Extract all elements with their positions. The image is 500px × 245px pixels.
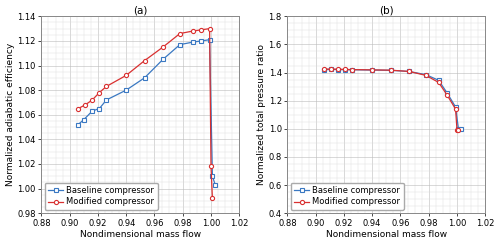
Baseline compressor	[350, 68, 356, 71]
Baseline compressor	[206, 38, 212, 41]
Modified compressor	[350, 68, 356, 71]
Baseline compressor	[104, 98, 110, 101]
Modified compressor	[210, 197, 216, 200]
Baseline compressor	[160, 58, 166, 61]
Modified compressor	[190, 30, 196, 33]
Baseline compressor	[369, 69, 375, 72]
Legend: Baseline compressor, Modified compressor: Baseline compressor, Modified compressor	[44, 183, 158, 210]
Baseline compressor	[81, 118, 87, 121]
Baseline compressor	[328, 68, 334, 71]
Modified compressor	[96, 91, 102, 94]
Line: Modified compressor: Modified compressor	[322, 67, 460, 132]
Modified compressor	[328, 68, 334, 71]
Modified compressor	[142, 59, 148, 62]
Baseline compressor	[190, 41, 196, 44]
Baseline compressor	[336, 68, 342, 71]
Modified compressor	[160, 46, 166, 49]
Modified compressor	[388, 69, 394, 72]
Baseline compressor	[142, 76, 148, 79]
Modified compressor	[208, 165, 214, 168]
Baseline compressor	[90, 110, 96, 112]
Baseline compressor	[177, 43, 183, 46]
Baseline compressor	[75, 123, 81, 126]
Modified compressor	[456, 128, 462, 131]
Baseline compressor	[123, 89, 129, 92]
Title: (b): (b)	[379, 6, 394, 15]
Baseline compressor	[210, 175, 216, 178]
Y-axis label: Normalized total pressure ratio: Normalized total pressure ratio	[257, 44, 266, 185]
Modified compressor	[177, 32, 183, 35]
Line: Modified compressor: Modified compressor	[76, 26, 214, 200]
Baseline compressor	[342, 68, 348, 71]
Baseline compressor	[406, 70, 412, 73]
Line: Baseline compressor: Baseline compressor	[322, 67, 464, 131]
Modified compressor	[75, 107, 81, 110]
Title: (a): (a)	[133, 6, 148, 15]
X-axis label: Nondimensional mass flow: Nondimensional mass flow	[80, 231, 201, 239]
Modified compressor	[444, 94, 450, 97]
Modified compressor	[206, 27, 212, 30]
Baseline compressor	[436, 79, 442, 82]
Baseline compressor	[96, 107, 102, 110]
Baseline compressor	[456, 127, 462, 130]
Legend: Baseline compressor, Modified compressor: Baseline compressor, Modified compressor	[290, 183, 404, 210]
Modified compressor	[336, 68, 342, 71]
Modified compressor	[90, 98, 96, 101]
Baseline compressor	[458, 127, 464, 130]
Modified compressor	[436, 81, 442, 84]
Modified compressor	[454, 128, 460, 131]
X-axis label: Nondimensional mass flow: Nondimensional mass flow	[326, 231, 447, 239]
Baseline compressor	[423, 73, 429, 76]
Baseline compressor	[321, 68, 327, 71]
Y-axis label: Normalized adiabatic efficiency: Normalized adiabatic efficiency	[6, 43, 15, 186]
Modified compressor	[452, 108, 458, 110]
Modified compressor	[342, 68, 348, 71]
Baseline compressor	[444, 91, 450, 94]
Baseline compressor	[212, 183, 218, 186]
Modified compressor	[104, 85, 110, 88]
Baseline compressor	[388, 69, 394, 72]
Modified compressor	[198, 28, 204, 31]
Line: Baseline compressor: Baseline compressor	[76, 38, 218, 187]
Baseline compressor	[452, 106, 458, 109]
Modified compressor	[423, 74, 429, 77]
Modified compressor	[406, 70, 412, 73]
Modified compressor	[321, 68, 327, 71]
Modified compressor	[369, 68, 375, 71]
Modified compressor	[82, 103, 88, 106]
Baseline compressor	[198, 39, 204, 42]
Modified compressor	[123, 74, 129, 77]
